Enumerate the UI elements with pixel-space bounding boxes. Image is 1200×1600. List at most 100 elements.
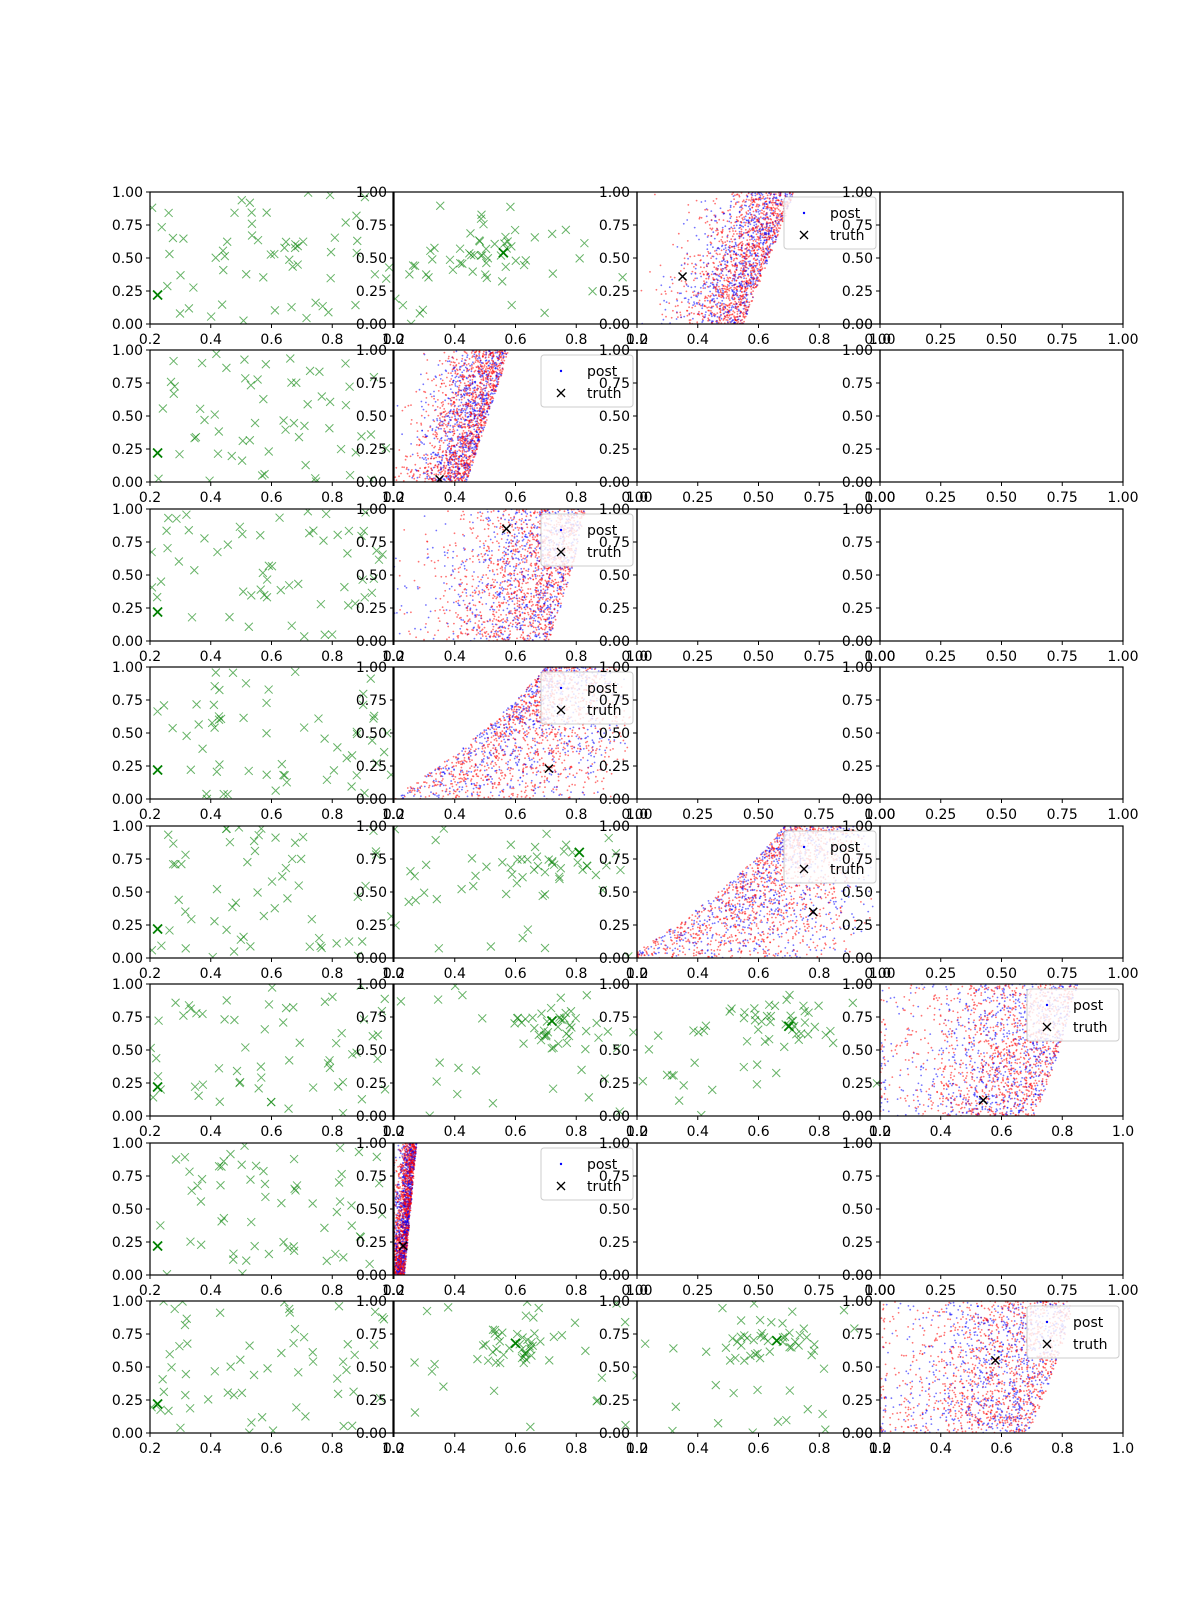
posterior-sample-point xyxy=(749,207,751,210)
posterior-sample-point xyxy=(745,253,748,256)
posterior-sample-point xyxy=(471,575,474,577)
posterior-sample-point xyxy=(484,413,487,415)
posterior-sample-point xyxy=(750,254,752,257)
posterior-sample-point xyxy=(765,223,768,226)
prior-sample-marker xyxy=(176,270,185,280)
posterior-sample-point xyxy=(457,372,459,375)
y-tick-label: 0.75 xyxy=(112,218,143,234)
posterior-sample-point xyxy=(721,244,724,247)
posterior-sample-point xyxy=(457,599,460,602)
x-tick-label: 1.00 xyxy=(864,490,895,506)
legend-post-label: post xyxy=(830,206,861,222)
posterior-sample-point xyxy=(747,244,750,247)
posterior-sample-point xyxy=(485,394,488,397)
posterior-sample-point xyxy=(458,399,461,401)
posterior-sample-point xyxy=(745,255,748,257)
posterior-sample-point xyxy=(492,387,495,389)
posterior-sample-point xyxy=(769,234,772,237)
posterior-sample-point xyxy=(472,361,474,364)
posterior-sample-point xyxy=(762,251,765,253)
posterior-sample-point xyxy=(772,197,774,200)
y-tick-label: 1.00 xyxy=(599,343,630,359)
posterior-sample-point xyxy=(469,404,472,406)
posterior-sample-point xyxy=(487,356,490,359)
posterior-sample-point xyxy=(436,467,439,469)
posterior-sample-point xyxy=(458,449,461,452)
posterior-sample-point xyxy=(485,353,487,356)
posterior-sample-point xyxy=(458,467,461,470)
posterior-sample-point xyxy=(703,316,705,319)
posterior-sample-point xyxy=(752,290,754,292)
posterior-sample-point xyxy=(462,446,465,449)
posterior-sample-point xyxy=(452,361,455,364)
posterior-sample-point xyxy=(719,280,721,282)
posterior-sample-point xyxy=(758,204,761,207)
posterior-sample-point xyxy=(460,445,462,448)
posterior-sample-point xyxy=(445,575,447,578)
posterior-sample-point xyxy=(531,600,533,603)
prior-sample-marker xyxy=(360,592,370,602)
posterior-sample-point xyxy=(741,285,744,288)
posterior-sample-point xyxy=(749,212,751,214)
y-tick-label: 0.25 xyxy=(599,442,630,458)
posterior-sample-point xyxy=(424,456,427,459)
posterior-sample-point xyxy=(728,296,730,298)
posterior-sample-point xyxy=(493,365,495,368)
posterior-sample-point xyxy=(722,284,725,287)
posterior-sample-point xyxy=(475,442,477,445)
posterior-sample-point xyxy=(765,206,768,208)
posterior-sample-point xyxy=(454,411,457,414)
posterior-sample-point xyxy=(470,514,472,516)
posterior-sample-point xyxy=(694,267,697,270)
posterior-sample-point xyxy=(464,415,467,418)
posterior-sample-point xyxy=(469,375,472,378)
prior-sample-marker xyxy=(257,471,267,480)
prior-sample-marker xyxy=(315,367,324,377)
posterior-sample-point xyxy=(774,212,777,215)
posterior-sample-point xyxy=(506,531,509,534)
posterior-sample-point xyxy=(495,370,497,373)
posterior-sample-point xyxy=(446,444,449,446)
posterior-sample-point xyxy=(483,426,486,429)
posterior-sample-point xyxy=(420,441,422,443)
posterior-sample-point xyxy=(445,412,448,415)
posterior-sample-point xyxy=(701,321,704,323)
posterior-sample-point xyxy=(530,595,533,598)
posterior-sample-point xyxy=(723,312,725,315)
posterior-sample-point xyxy=(526,513,529,515)
posterior-sample-point xyxy=(419,628,422,631)
posterior-sample-point xyxy=(494,636,497,638)
posterior-sample-point xyxy=(445,464,448,467)
posterior-sample-point xyxy=(733,205,735,208)
posterior-sample-point xyxy=(479,376,482,378)
posterior-sample-point xyxy=(531,575,534,578)
posterior-sample-point xyxy=(693,294,695,297)
prior-sample-marker xyxy=(240,355,249,364)
posterior-sample-point xyxy=(766,213,768,216)
posterior-sample-point xyxy=(463,397,466,399)
x-tick-label: 0.2 xyxy=(139,649,161,665)
posterior-sample-point xyxy=(688,302,691,305)
posterior-sample-point xyxy=(451,356,454,358)
posterior-sample-point xyxy=(446,360,449,363)
posterior-sample-point xyxy=(457,386,460,389)
x-tick-label: 0.2 xyxy=(383,332,405,348)
posterior-sample-point xyxy=(754,221,757,223)
posterior-sample-point xyxy=(459,450,462,452)
posterior-sample-point xyxy=(434,609,437,612)
posterior-sample-point xyxy=(473,416,476,418)
posterior-sample-point xyxy=(749,260,751,263)
posterior-sample-point xyxy=(429,442,431,445)
posterior-sample-point xyxy=(684,297,687,299)
posterior-sample-point xyxy=(429,476,431,478)
posterior-sample-point xyxy=(775,217,778,220)
posterior-sample-point xyxy=(445,370,448,373)
posterior-sample-point xyxy=(693,226,696,229)
posterior-sample-point xyxy=(472,578,475,581)
posterior-sample-point xyxy=(473,446,476,448)
posterior-sample-point xyxy=(545,599,547,601)
y-tick-label: 0.00 xyxy=(112,634,143,650)
posterior-sample-point xyxy=(464,442,467,445)
posterior-sample-point xyxy=(395,466,398,469)
